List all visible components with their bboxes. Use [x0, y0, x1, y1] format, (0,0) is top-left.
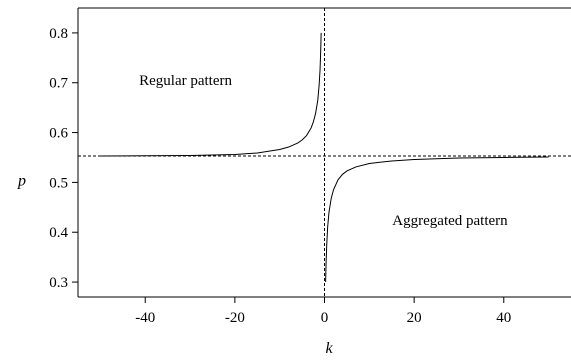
annotation-regular-pattern: Regular pattern: [139, 73, 232, 89]
y-tick-label-3: 0.6: [49, 126, 68, 142]
y-tick-label-1: 0.4: [49, 225, 68, 241]
x-tick-label-1: -20: [225, 310, 245, 326]
annotation-aggregated-pattern: Aggregated pattern: [392, 213, 508, 229]
y-tick-label-0: 0.3: [49, 275, 68, 291]
x-tick-label-2: 0: [321, 310, 329, 326]
x-tick-label-0: -40: [135, 310, 155, 326]
y-axis-label: p: [17, 173, 26, 190]
annotations: Regular pattern Aggregated pattern: [139, 73, 508, 229]
x-tick-label-4: 40: [496, 310, 511, 326]
y-tick-label-2: 0.5: [49, 175, 68, 191]
y-tick-label-4: 0.7: [49, 76, 68, 92]
x-tick-label-3: 20: [407, 310, 422, 326]
labels: p k: [17, 173, 333, 357]
x-axis-label: k: [325, 340, 333, 357]
reference-lines: [78, 8, 571, 297]
ticks: -40 -20 0 20 40 0.3 0.4 0.5 0.6 0.7 0.8: [49, 26, 511, 326]
curve-positive-k: [325, 156, 549, 283]
y-tick-label-5: 0.8: [49, 26, 68, 42]
curve-negative-k: [100, 32, 322, 157]
series: [100, 32, 549, 283]
